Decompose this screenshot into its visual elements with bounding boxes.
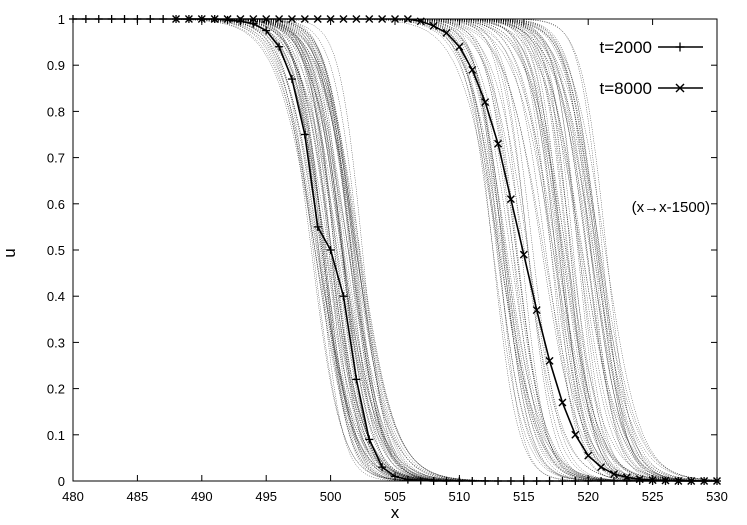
y-axis-title: u (0, 248, 19, 257)
legend-label-t2000: t=2000 (600, 38, 652, 57)
y-ticks: 0 0.1 0.2 0.3 0.4 0.5 0.6 0.7 0.8 0.9 1 (47, 12, 717, 489)
cross-marker-b (675, 83, 685, 93)
cross-marker-b (558, 398, 567, 407)
x-tick-label: 525 (642, 489, 664, 504)
ensemble-curve (73, 18, 717, 482)
y-tick-label: 0.9 (47, 58, 65, 73)
x-tick-label: 495 (255, 489, 277, 504)
x-tick-label: 500 (320, 489, 342, 504)
x-tick-label: 520 (577, 489, 599, 504)
cross-marker-b (584, 451, 593, 460)
shift-annotation: (x→x-1500) (632, 199, 710, 216)
cross-marker-b (622, 473, 631, 482)
x-tick-label: 505 (384, 489, 406, 504)
cross-marker-b (481, 98, 490, 107)
cross-marker-b (609, 470, 618, 479)
x-tick-label: 480 (62, 489, 84, 504)
legend-marker-plus (675, 42, 685, 52)
cross-marker-b (494, 139, 503, 148)
cross-marker-b (442, 28, 451, 37)
y-tick-label: 0.8 (47, 104, 65, 119)
x-tick-label: 510 (449, 489, 471, 504)
cross-marker-b (571, 430, 580, 439)
x-ticks: 480 485 490 495 500 505 510 515 520 525 530 (62, 19, 728, 504)
y-tick-label: 0.7 (47, 151, 65, 166)
x-axis-title: x (391, 503, 400, 522)
legend: t=2000 t=8000 (600, 38, 703, 98)
y-tick-label: 0.4 (47, 289, 65, 304)
x-tick-label: 490 (191, 489, 213, 504)
y-tick-label: 0.5 (47, 243, 65, 258)
x-tick-label: 485 (127, 489, 149, 504)
y-tick-label: 0.6 (47, 197, 65, 212)
y-tick-label: 0.2 (47, 382, 65, 397)
cross-marker-b (519, 250, 528, 259)
cross-marker-b (429, 21, 438, 30)
y-tick-label: 0.1 (47, 428, 65, 443)
y-tick-label: 0.3 (47, 335, 65, 350)
legend-marker-cross (675, 83, 685, 93)
y-tick-label: 0 (58, 474, 65, 489)
cross-marker-b (506, 195, 515, 204)
legend-label-t8000: t=8000 (600, 79, 652, 98)
y-tick-label: 1 (58, 12, 65, 27)
cross-marker-b (468, 65, 477, 74)
cross-marker-b (597, 463, 606, 472)
cross-marker-b (545, 356, 554, 365)
cross-marker-b (532, 306, 541, 315)
x-tick-label: 515 (513, 489, 535, 504)
cross-marker-b (455, 42, 464, 51)
x-tick-label: 530 (706, 489, 728, 504)
ensemble-curve (73, 18, 717, 482)
